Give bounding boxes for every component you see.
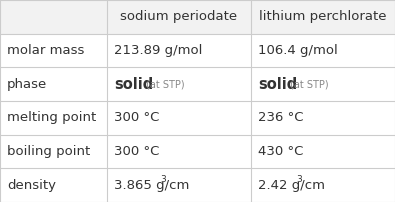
Text: density: density — [7, 179, 56, 192]
Text: boiling point: boiling point — [7, 145, 90, 158]
Text: 106.4 g/mol: 106.4 g/mol — [258, 44, 338, 57]
Text: 430 °C: 430 °C — [258, 145, 303, 158]
Text: molar mass: molar mass — [7, 44, 85, 57]
Text: solid: solid — [114, 77, 153, 92]
Text: 236 °C: 236 °C — [258, 111, 303, 124]
Text: 300 °C: 300 °C — [114, 145, 159, 158]
Bar — [251, 0, 395, 34]
Text: phase: phase — [7, 78, 47, 91]
Text: sodium periodate: sodium periodate — [120, 10, 237, 23]
Bar — [0, 0, 107, 34]
Text: 3.865 g/cm: 3.865 g/cm — [114, 179, 189, 192]
Text: 3: 3 — [160, 175, 166, 184]
Text: 2.42 g/cm: 2.42 g/cm — [258, 179, 325, 192]
Text: 300 °C: 300 °C — [114, 111, 159, 124]
Text: lithium perchlorate: lithium perchlorate — [259, 10, 387, 23]
Text: melting point: melting point — [7, 111, 96, 124]
Text: (at STP): (at STP) — [146, 80, 185, 90]
Text: 213.89 g/mol: 213.89 g/mol — [114, 44, 202, 57]
Bar — [107, 0, 251, 34]
Text: solid: solid — [258, 77, 297, 92]
Text: (at STP): (at STP) — [290, 80, 329, 90]
Text: 3: 3 — [297, 175, 303, 184]
